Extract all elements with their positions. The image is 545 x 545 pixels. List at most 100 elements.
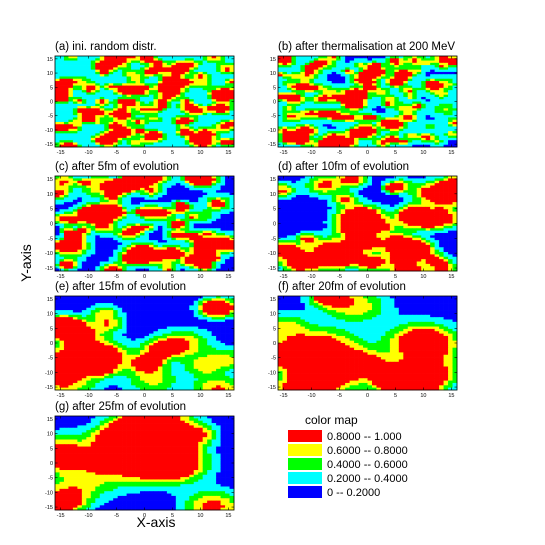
density-cell	[434, 92, 440, 96]
density-cell	[86, 221, 92, 224]
density-cell	[113, 233, 118, 236]
density-cell	[95, 178, 101, 182]
density-cell	[193, 65, 199, 68]
density-cell	[295, 74, 301, 77]
density-cell	[131, 131, 136, 134]
density-cell	[278, 56, 283, 59]
panel-b: (b) after thermalisation at 200 MeV-15 -1…	[268, 41, 458, 156]
density-cell	[193, 121, 199, 125]
density-cell	[126, 71, 132, 75]
density-cell	[157, 266, 163, 269]
density-cell	[407, 126, 413, 130]
density-cell	[90, 225, 96, 229]
density-cell	[184, 199, 190, 203]
density-cell	[207, 124, 212, 127]
density-cell	[113, 261, 118, 265]
density-cell	[144, 266, 150, 269]
density-cell	[166, 71, 172, 75]
density-cell	[140, 62, 145, 66]
density-cell	[148, 135, 154, 139]
density-cell	[63, 112, 69, 116]
density-cell	[225, 244, 230, 248]
density-cell	[131, 268, 136, 272]
density-cell	[376, 101, 382, 105]
density-cell	[81, 263, 87, 267]
density-cell	[122, 211, 127, 215]
density-cell	[434, 124, 440, 127]
density-cell	[313, 90, 319, 93]
density-cell	[90, 268, 96, 272]
density-cell	[416, 176, 422, 179]
density-cell	[439, 67, 444, 71]
density-cell	[113, 237, 118, 241]
density-cell	[72, 108, 78, 111]
density-cell	[157, 178, 163, 182]
density-cell	[313, 108, 319, 111]
density-cell	[113, 230, 118, 234]
density-cell	[99, 131, 105, 134]
density-cell	[425, 85, 431, 89]
density-cell	[434, 65, 440, 68]
density-cell	[331, 76, 337, 80]
density-cell	[407, 62, 413, 66]
density-cell	[148, 137, 154, 141]
density-cell	[318, 142, 324, 146]
density-cell	[157, 99, 163, 102]
density-cell	[184, 112, 190, 116]
density-cell	[63, 65, 69, 68]
density-cell	[148, 266, 154, 269]
density-cell	[412, 135, 418, 139]
density-cell	[184, 85, 190, 89]
density-cell	[434, 144, 440, 148]
density-cell	[300, 103, 306, 107]
density-cell	[380, 99, 386, 102]
density-cell	[77, 185, 83, 189]
density-cell	[202, 65, 208, 68]
density-cell	[68, 69, 74, 73]
density-cell	[278, 121, 283, 125]
density-cell	[376, 126, 382, 130]
density-cell	[336, 117, 341, 121]
density-cell	[211, 62, 217, 66]
density-cell	[135, 266, 141, 269]
density-cell	[367, 56, 373, 59]
density-cell	[193, 115, 199, 118]
density-cell	[202, 263, 208, 267]
x-tick-label: 5	[394, 150, 397, 156]
density-cell	[216, 214, 221, 217]
density-cell	[367, 103, 373, 107]
density-cell	[309, 178, 315, 182]
density-cell	[313, 96, 319, 100]
density-cell	[113, 216, 118, 220]
density-cell	[430, 140, 435, 143]
density-cell	[363, 124, 368, 127]
y-tick-label: -5	[48, 114, 53, 120]
density-cell	[421, 128, 427, 132]
density-cell	[126, 65, 132, 68]
density-cell	[286, 94, 292, 98]
density-cell	[229, 209, 235, 212]
density-cell	[202, 96, 208, 100]
density-cell	[153, 240, 159, 243]
density-cell	[416, 83, 422, 86]
density-cell	[171, 115, 177, 118]
density-cell	[363, 58, 368, 61]
density-cell	[171, 62, 177, 66]
density-cell	[278, 85, 283, 89]
density-cell	[166, 195, 172, 198]
density-cell	[131, 112, 136, 116]
density-cell	[439, 133, 444, 136]
density-cell	[59, 81, 65, 84]
x-tick-label: -15	[57, 150, 65, 156]
density-cell	[398, 144, 404, 148]
density-cell	[336, 99, 341, 102]
density-cell	[318, 92, 324, 96]
density-cell	[131, 197, 136, 201]
density-cell	[225, 204, 230, 208]
density-cell	[55, 225, 60, 229]
density-cell	[117, 176, 123, 179]
density-cell	[108, 204, 114, 208]
density-cell	[416, 142, 422, 146]
density-cell	[108, 214, 114, 217]
density-cell	[189, 247, 195, 250]
